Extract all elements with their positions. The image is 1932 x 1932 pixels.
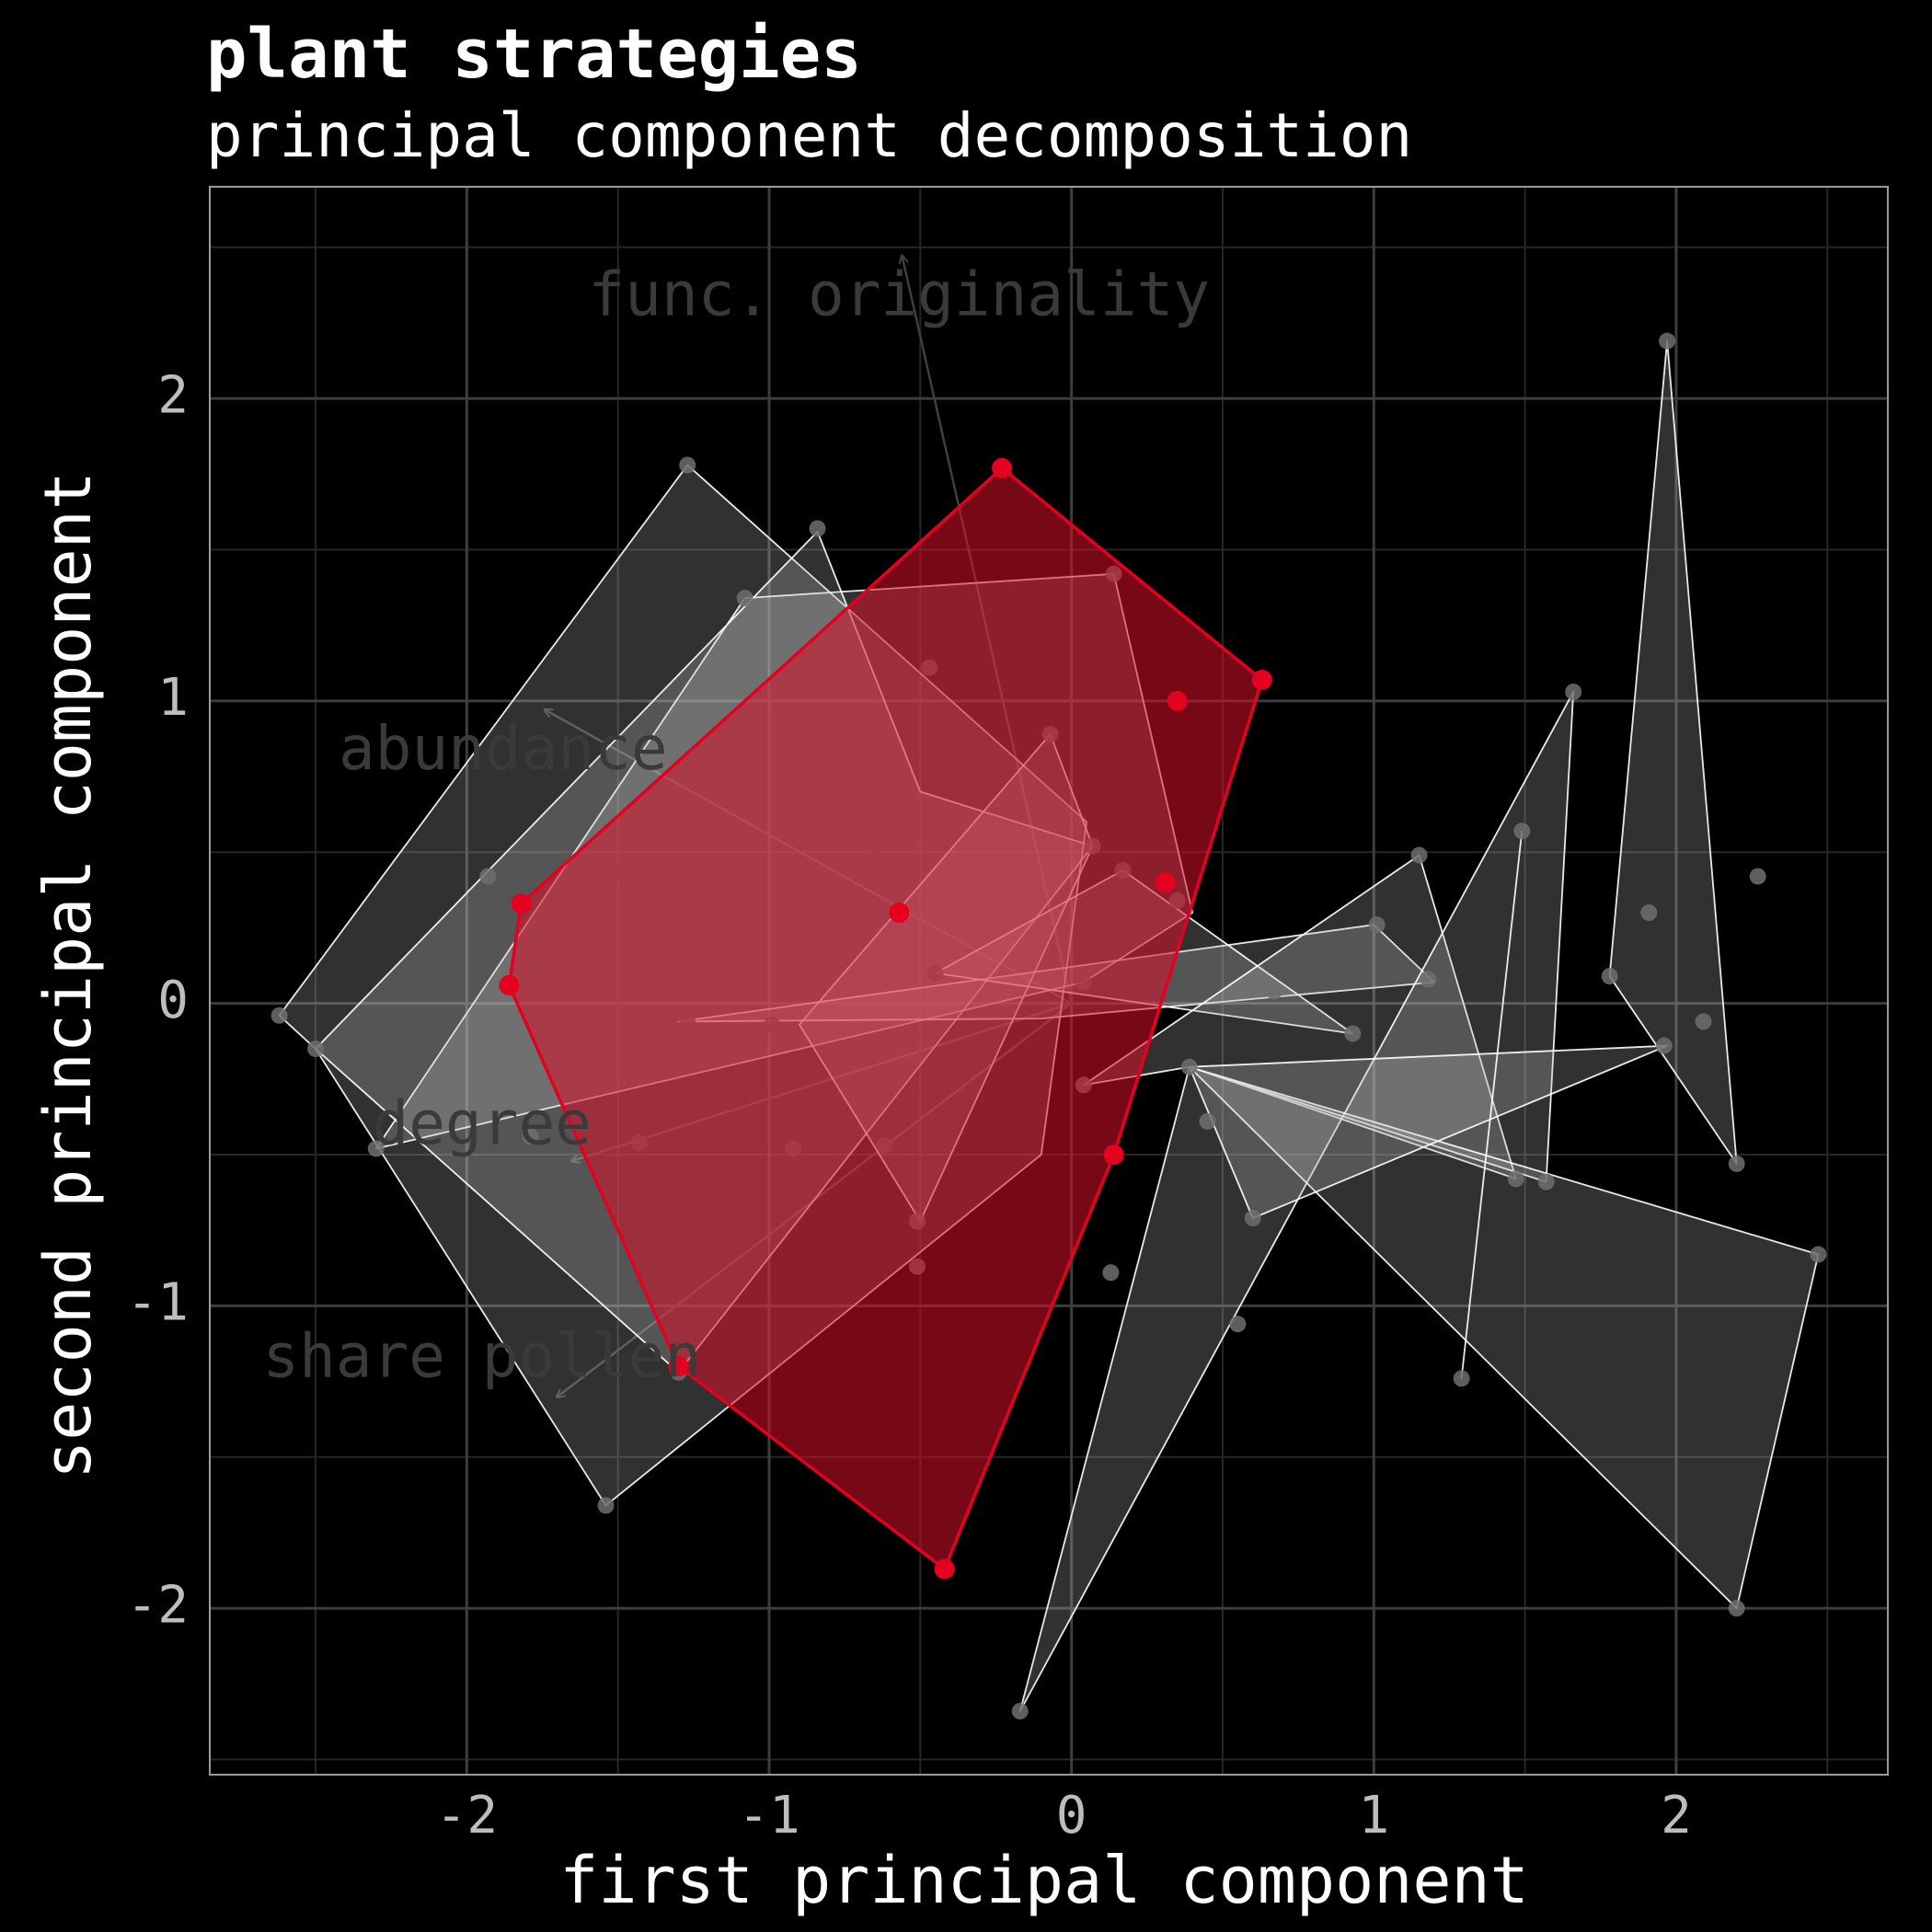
data-point <box>1728 1600 1745 1617</box>
data-point <box>1410 846 1428 864</box>
highlight-point <box>1103 1144 1124 1166</box>
data-point <box>1368 916 1386 934</box>
data-point <box>1810 1246 1827 1263</box>
loading-label: abundance <box>339 713 668 784</box>
data-point <box>1344 1025 1362 1042</box>
data-point <box>1640 904 1658 922</box>
highlight-point <box>992 457 1013 478</box>
highlight-point <box>511 893 532 914</box>
data-point <box>597 1497 615 1514</box>
plot-panel: func. originality abundance degree share po… <box>127 186 1889 1846</box>
loading-label: degree <box>373 1088 592 1159</box>
data-point <box>1565 684 1582 701</box>
highlight-point <box>934 1558 955 1580</box>
y-tick-label: 2 <box>157 365 189 425</box>
data-point <box>1229 1316 1247 1333</box>
strategy-hull <box>1188 1044 1668 1219</box>
strategy-hull <box>1188 1065 1820 1610</box>
data-point <box>1728 1155 1745 1172</box>
highlight-point <box>1155 872 1176 893</box>
loading-label: share pollen <box>262 1321 701 1392</box>
chart-subtitle: principal component decomposition <box>206 100 1412 171</box>
data-point <box>1102 1264 1120 1282</box>
highlight-point <box>1167 690 1188 711</box>
data-point <box>1601 968 1618 985</box>
data-point <box>1011 1702 1029 1719</box>
y-tick-label: 1 <box>157 668 189 728</box>
data-point <box>1180 1058 1198 1075</box>
data-point <box>1695 1013 1712 1030</box>
data-point <box>1749 868 1766 885</box>
x-tick-label: 2 <box>1661 1786 1692 1846</box>
strategy-hull <box>1608 339 1738 1165</box>
loading-label: func. originality <box>589 259 1211 330</box>
x-tick-label: 1 <box>1358 1786 1389 1846</box>
highlight-point <box>668 1356 689 1377</box>
data-point <box>1265 983 1282 1000</box>
x-tick-label: -2 <box>436 1786 498 1846</box>
highlight-point <box>889 903 910 924</box>
data-point <box>736 590 753 607</box>
data-point <box>367 1140 385 1157</box>
data-point <box>1244 1210 1261 1227</box>
x-axis-title: first principal component <box>559 1843 1529 1918</box>
x-tick-label: -1 <box>738 1786 799 1846</box>
data-point <box>270 1006 288 1024</box>
y-tick-label: -2 <box>127 1575 189 1635</box>
data-point <box>1655 1037 1673 1054</box>
highlight-hull <box>507 466 1264 1571</box>
data-point <box>479 868 497 885</box>
data-point <box>1420 971 1437 988</box>
data-point <box>809 520 826 537</box>
data-point <box>679 456 696 474</box>
y-tick-label: 0 <box>157 971 189 1030</box>
data-point <box>1659 332 1676 350</box>
y-axis-title: second principal component <box>30 471 106 1479</box>
panel-border <box>209 186 1889 1776</box>
data-point <box>522 1128 539 1145</box>
data-point <box>1453 1370 1470 1387</box>
highlight-point <box>1251 669 1272 690</box>
data-point <box>1199 1112 1216 1130</box>
data-point <box>307 1040 325 1057</box>
data-point <box>1537 1173 1555 1190</box>
data-point <box>1507 1170 1524 1188</box>
y-tick-label: -1 <box>127 1273 189 1333</box>
highlight-point <box>499 974 520 995</box>
data-point <box>1513 822 1531 840</box>
x-tick-label: 0 <box>1056 1786 1087 1846</box>
chart-title: plant strategies <box>206 15 862 94</box>
